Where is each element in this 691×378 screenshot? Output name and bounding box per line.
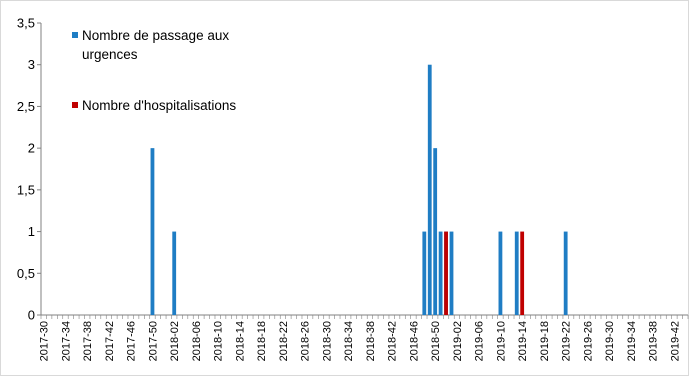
x-tick-label: 2017-50: [147, 321, 159, 361]
x-tick-label: 2019-10: [495, 321, 507, 361]
x-tick-label: 2017-30: [39, 321, 51, 361]
y-axis: 0 0,5 1 1,5 2 2,5 3 3,5: [17, 16, 42, 323]
bar-urgences: [563, 231, 568, 315]
x-tick-label: 2018-06: [191, 321, 203, 361]
bar-urgences: [498, 231, 503, 315]
x-tick-label: 2019-18: [539, 321, 551, 361]
legend-label-urgences-line1: Nombre de passage aux: [82, 28, 229, 43]
bar-urgences: [514, 231, 519, 315]
x-tick-label: 2018-18: [256, 321, 268, 361]
x-tick-label: 2018-26: [300, 321, 312, 361]
legend-swatch-urgences: [72, 32, 78, 38]
y-tick-label: 1,5: [17, 182, 35, 197]
x-tick-label: 2019-06: [474, 321, 486, 361]
y-tick-label: 3: [28, 57, 35, 72]
y-tick-label: 1: [28, 224, 35, 239]
y-tick-label: 0,5: [17, 266, 35, 281]
bar-hospitalisations: [444, 231, 448, 315]
bar-hospitalisations: [520, 231, 525, 315]
x-axis: 2017-30 2017-34 2017-38 2017-42 2017-46 2017-…: [39, 314, 689, 361]
x-tick-label: 2017-46: [126, 321, 138, 361]
x-tick-label: 2019-34: [626, 321, 638, 361]
y-tick-label: 2: [28, 141, 35, 156]
bar-urgences: [433, 148, 438, 315]
legend-label-hospitalisations: Nombre d'hospitalisations: [82, 98, 236, 113]
bar-urgences: [449, 231, 454, 315]
x-tick-label: 2017-34: [60, 321, 72, 361]
x-tick-label: 2018-10: [213, 321, 225, 361]
x-tick-label: 2018-34: [343, 321, 355, 361]
x-tick-label: 2017-38: [82, 321, 94, 361]
x-tick-label: 2018-30: [321, 321, 333, 361]
x-tick-label: 2017-42: [104, 321, 116, 361]
bar-urgences: [422, 231, 427, 315]
x-tick-label: 2018-14: [234, 321, 246, 361]
y-tick-label: 0: [28, 308, 35, 323]
x-tick-label: 2018-42: [387, 321, 399, 361]
x-tick-label: 2019-38: [648, 321, 660, 361]
bar-urgences: [172, 231, 177, 315]
x-tick-label: 2019-22: [561, 321, 573, 361]
x-tick-label: 2018-22: [278, 321, 290, 361]
bar-urgences: [438, 231, 443, 315]
legend-swatch-hospitalisations: [72, 102, 78, 108]
x-tick-label: 2019-42: [669, 321, 681, 361]
x-tick-label: 2018-46: [408, 321, 420, 361]
y-tick-label: 3,5: [17, 16, 35, 31]
bar-urgences: [150, 148, 155, 315]
x-tick-label: 2018-02: [169, 321, 181, 361]
y-tick-label: 2,5: [17, 99, 35, 114]
x-tick-label: 2019-30: [604, 321, 616, 361]
legend-label-urgences-line2: urgences: [82, 47, 138, 62]
bars: [150, 64, 568, 315]
bar-urgences: [427, 64, 432, 315]
x-tick-label: 2018-38: [365, 321, 377, 361]
x-tick-label: 2019-02: [452, 321, 464, 361]
legend: Nombre de passage aux urgences Nombre d'…: [72, 28, 236, 113]
x-tick-label: 2019-14: [517, 321, 529, 361]
x-tick-label: 2019-26: [582, 321, 594, 361]
x-tick-label: 2018-50: [430, 321, 442, 361]
